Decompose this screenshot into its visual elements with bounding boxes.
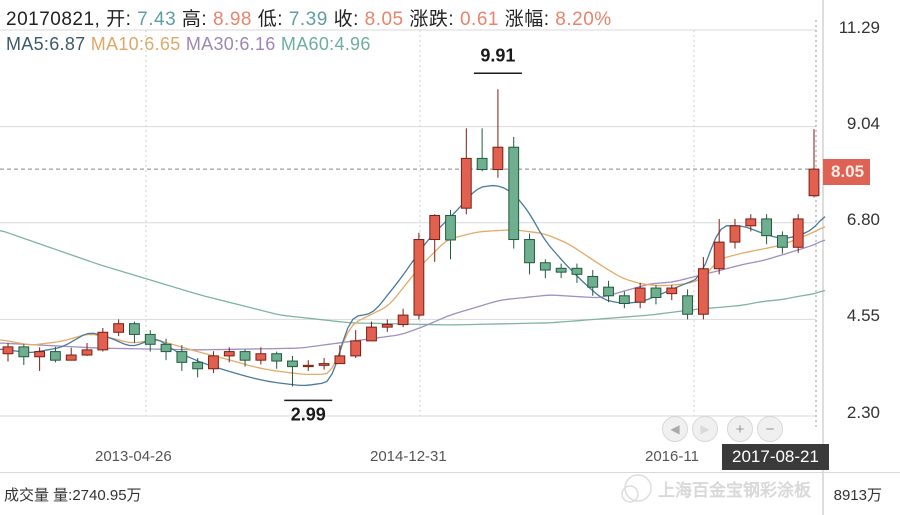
svg-text:9.91: 9.91 — [480, 45, 515, 65]
svg-text:2.99: 2.99 — [291, 404, 326, 424]
svg-text:上海百金宝钢彩涂板: 上海百金宝钢彩涂板 — [658, 480, 812, 500]
